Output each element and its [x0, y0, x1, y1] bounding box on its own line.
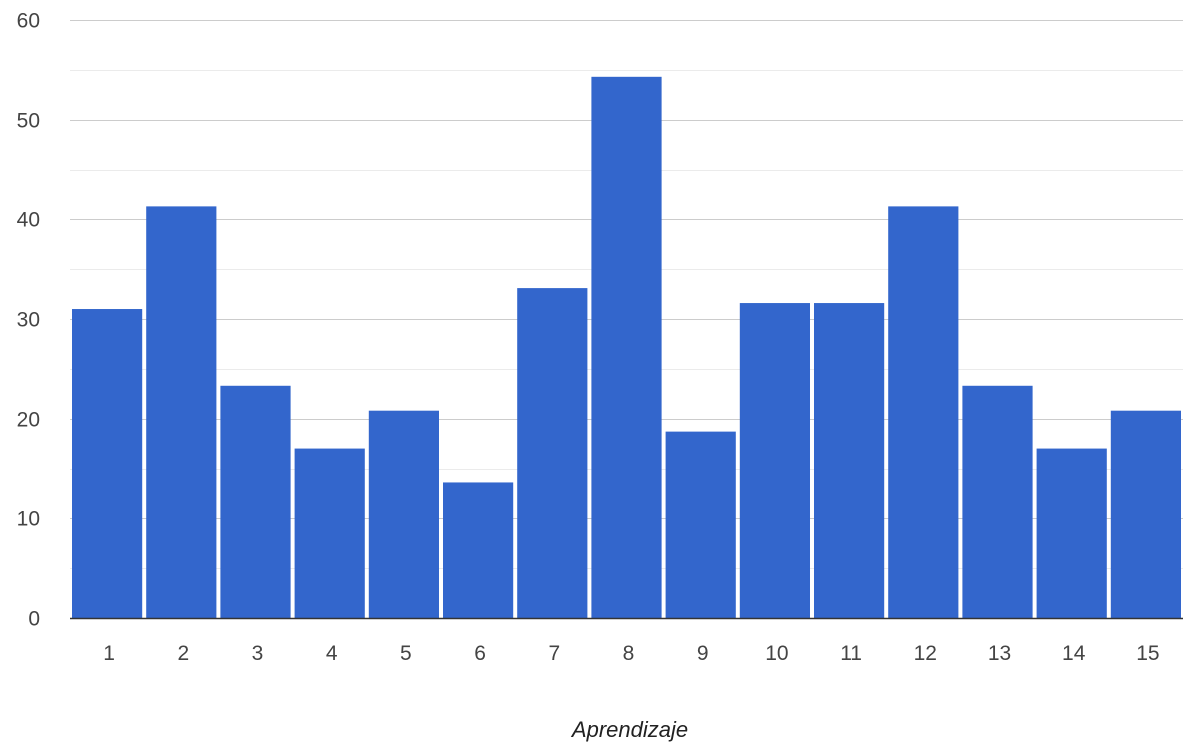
y-tick-label: 30	[17, 309, 40, 332]
x-tick-label: 9	[697, 642, 709, 665]
y-tick-label: 50	[17, 110, 40, 133]
bar	[665, 431, 736, 618]
x-tick-label: 15	[1136, 642, 1159, 665]
bar	[72, 309, 143, 618]
y-tick-label: 60	[17, 10, 40, 33]
bar	[888, 206, 959, 618]
bar	[368, 410, 439, 618]
x-axis-title: Aprendizaje	[570, 717, 688, 742]
y-tick-label: 10	[17, 508, 40, 531]
x-tick-label: 13	[988, 642, 1011, 665]
bar	[1036, 448, 1107, 618]
x-tick-label: 10	[765, 642, 788, 665]
bar	[517, 288, 588, 618]
x-tick-label: 4	[326, 642, 338, 665]
y-tick-label: 0	[28, 608, 40, 631]
bar	[220, 385, 291, 618]
bar	[1110, 410, 1181, 618]
bar	[294, 448, 365, 618]
bar	[739, 303, 810, 618]
y-tick-label: 20	[17, 409, 40, 432]
x-tick-label: 2	[177, 642, 189, 665]
y-tick-label: 40	[17, 209, 40, 232]
bar	[443, 482, 514, 618]
x-tick-label: 7	[548, 642, 560, 665]
x-tick-label: 11	[840, 642, 862, 665]
x-tick-label: 5	[400, 642, 412, 665]
bars	[72, 76, 1181, 618]
x-tick-label: 12	[914, 642, 937, 665]
bar	[146, 206, 217, 618]
x-tick-label: 8	[623, 642, 635, 665]
x-tick-label: 6	[474, 642, 486, 665]
x-tick-label: 14	[1062, 642, 1086, 665]
bar	[814, 303, 885, 618]
x-tick-label: 1	[103, 642, 115, 665]
x-tick-label: 3	[252, 642, 264, 665]
bar	[591, 76, 662, 618]
bar	[962, 385, 1033, 618]
